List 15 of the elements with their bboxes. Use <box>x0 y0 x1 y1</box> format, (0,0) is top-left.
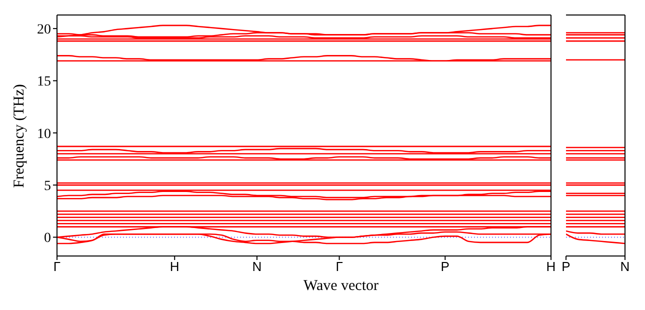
y-tick-label: 20 <box>37 22 51 38</box>
x-axis-title: Wave vector <box>302 278 380 295</box>
x-tick-label: N <box>252 259 262 274</box>
x-tick-label: Γ <box>336 259 343 274</box>
x-tick-label: H <box>170 259 180 274</box>
x-tick-label: H <box>546 259 556 274</box>
y-tick-label: 0 <box>44 231 51 246</box>
y-tick-label: 5 <box>44 179 51 194</box>
x-tick-label: P <box>562 259 570 274</box>
x-tick-label: N <box>620 259 630 274</box>
y-tick-label: 15 <box>37 74 51 90</box>
y-axis-title: Frequency (THz) <box>12 84 28 188</box>
x-tick-label: P <box>440 259 450 274</box>
y-tick-label: 10 <box>37 126 51 142</box>
x-tick-label: Γ <box>53 259 61 274</box>
